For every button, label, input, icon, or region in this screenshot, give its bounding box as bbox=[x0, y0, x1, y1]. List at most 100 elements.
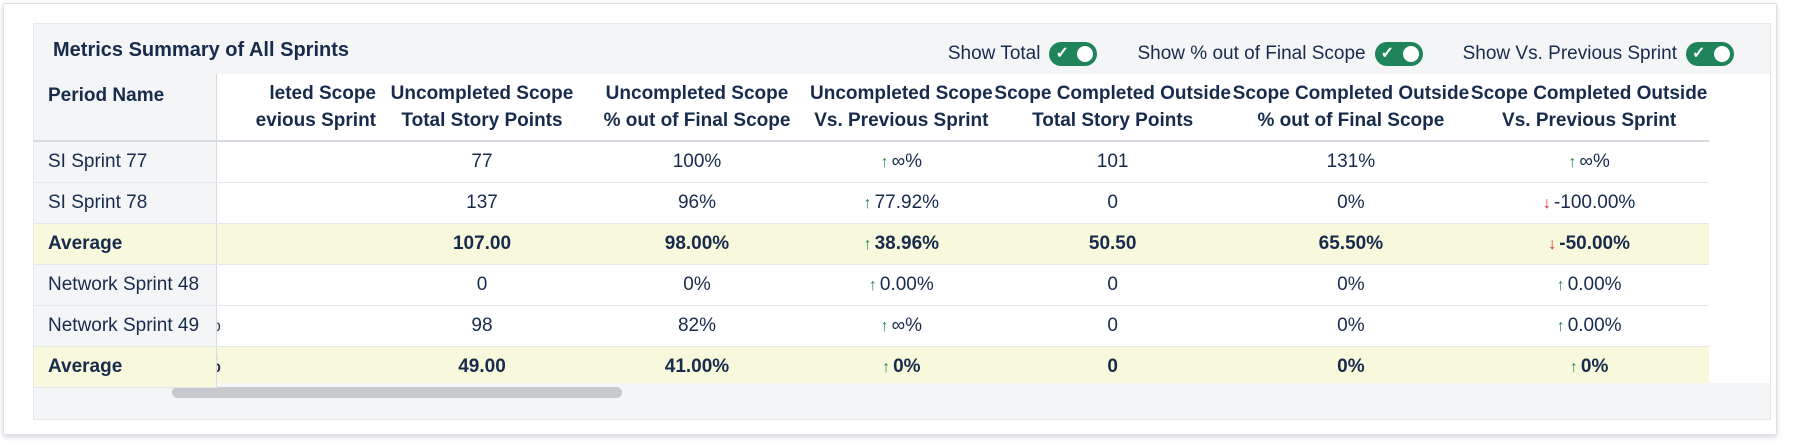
arrow-up-icon: ↑ bbox=[880, 154, 889, 171]
table-cell: 100% bbox=[584, 141, 810, 183]
table-cell: 0% bbox=[1232, 346, 1470, 388]
table-cell: 77 bbox=[380, 141, 584, 183]
table-cell: ↑0.00% bbox=[810, 264, 993, 306]
column-header-line2: Vs. Previous Sprint bbox=[814, 110, 989, 131]
column-header-line2: % out of Final Scope bbox=[603, 110, 791, 131]
column-header[interactable]: Scope Completed Outside % out of Final Sc… bbox=[1232, 74, 1470, 142]
check-icon: ✓ bbox=[1692, 45, 1706, 62]
table-cell: 0 bbox=[992, 346, 1233, 388]
arrow-up-icon: ↑ bbox=[863, 195, 872, 212]
column-header[interactable]: Uncompleted Scope Total Story Points bbox=[380, 74, 584, 142]
cell-value: ∞% bbox=[1579, 151, 1610, 172]
cell-value: 0 bbox=[1107, 192, 1118, 213]
table-cell: ↑0% bbox=[810, 346, 993, 388]
cell-value: 0% bbox=[1337, 356, 1365, 377]
check-icon: ✓ bbox=[1380, 45, 1395, 62]
panel-title: Metrics Summary of All Sprints bbox=[53, 39, 349, 61]
toggle-knob bbox=[1402, 46, 1419, 62]
column-header[interactable]: Scope Completed Outside Total Story Point… bbox=[992, 74, 1233, 142]
arrow-down-icon: ↓ bbox=[1548, 236, 1557, 253]
show-vs-previous-toggle[interactable]: ✓ bbox=[1686, 42, 1734, 66]
scrollbar-thumb[interactable] bbox=[172, 387, 622, 398]
cell-value: 77.92% bbox=[874, 192, 940, 213]
arrow-down-icon: ↓ bbox=[1542, 195, 1551, 212]
cell-value: 0 bbox=[1107, 356, 1118, 377]
cell-value: 100% bbox=[672, 151, 722, 172]
table-row: Network Sprint 48 bbox=[34, 264, 217, 306]
cell-value: 77 bbox=[471, 151, 493, 172]
table-row: SI Sprint 78 bbox=[34, 182, 217, 224]
table-cell: ↑ 77.92% bbox=[810, 182, 993, 224]
cell-value: 107.00 bbox=[452, 233, 512, 254]
table-row: SI Sprint 77 bbox=[34, 141, 217, 183]
show-percent-toggle[interactable]: ✓ bbox=[1374, 42, 1423, 66]
table-cell: 0 bbox=[992, 305, 1233, 347]
arrow-up-icon: ↑ bbox=[882, 359, 891, 376]
arrow-up-icon: ↑ bbox=[880, 318, 889, 335]
metrics-table-scroll-area[interactable]: leted Scope evious Sprint Uncompleted Scop… bbox=[34, 74, 1770, 401]
table-cell: ↑∞% bbox=[810, 141, 993, 183]
table-cell: ↑0% bbox=[1469, 346, 1710, 388]
arrow-up-icon: ↑ bbox=[1556, 318, 1565, 335]
table-row: Network Sprint 49 bbox=[34, 305, 217, 347]
arrow-up-icon: ↑ bbox=[1568, 154, 1577, 171]
check-icon: ✓ bbox=[1055, 45, 1069, 62]
column-header[interactable]: Scope Completed Outside Vs. Previous Spri… bbox=[1469, 74, 1710, 142]
table-cell: ↓ -50.00% bbox=[1469, 223, 1710, 265]
table-cell: 0 bbox=[992, 264, 1233, 306]
cell-value: 0.00% bbox=[1567, 274, 1622, 295]
average-row: ↑0%107.0098.00%↑38.96%50.5065.50%↓-50.00… bbox=[34, 223, 1710, 265]
column-header-line1: Scope Completed Outside bbox=[1470, 83, 1708, 104]
period-name-cell: Network Sprint 48 bbox=[34, 264, 217, 306]
cell-value: 50.50 bbox=[1088, 233, 1137, 254]
table-cell: 49.00 bbox=[380, 346, 584, 388]
cell-value: ∞% bbox=[891, 151, 923, 172]
cell-value: -100.00% bbox=[1553, 192, 1636, 213]
table-cell: 0 bbox=[992, 182, 1233, 224]
column-header-line1: leted Scope bbox=[269, 83, 376, 104]
cell-value: 101 bbox=[1096, 151, 1129, 172]
column-header-line2: Vs. Previous Sprint bbox=[1502, 110, 1677, 131]
cell-value: 0.00% bbox=[879, 274, 934, 295]
table-cell: 82% bbox=[584, 305, 810, 347]
table-cell: 98 bbox=[380, 305, 584, 347]
toggle-knob bbox=[1714, 46, 1730, 62]
table-cell: 65.50% bbox=[1232, 223, 1470, 265]
column-header[interactable]: Uncompleted Scope % out of Final Scope bbox=[584, 74, 810, 142]
horizontal-scrollbar[interactable] bbox=[34, 383, 1770, 401]
cell-value: 0.00% bbox=[1567, 315, 1622, 336]
metrics-summary-panel: Metrics Summary of All Sprints Show Tota… bbox=[33, 23, 1771, 420]
cell-value: 0% bbox=[893, 356, 921, 377]
cell-value: 98.00% bbox=[664, 233, 730, 254]
cell-value: 0 bbox=[476, 274, 488, 295]
cell-value: 38.96% bbox=[874, 233, 940, 254]
period-name-header: Period Name bbox=[34, 74, 217, 142]
table-cell: ↓ -100.00% bbox=[1469, 182, 1710, 224]
cell-value: 0 bbox=[1107, 274, 1118, 295]
cell-value: 0% bbox=[1580, 356, 1609, 377]
average-row: Average bbox=[34, 346, 217, 388]
period-name-cell: SI Sprint 78 bbox=[34, 182, 217, 224]
arrow-up-icon: ↑ bbox=[1569, 359, 1578, 376]
table-cell: 96% bbox=[584, 182, 810, 224]
column-header-line1: Uncompleted Scope bbox=[810, 83, 993, 104]
table-cell: 101 bbox=[992, 141, 1233, 183]
cell-value: 131% bbox=[1326, 151, 1376, 172]
cell-value: 49.00 bbox=[458, 356, 506, 377]
show-total-toggle[interactable]: ✓ bbox=[1049, 42, 1098, 66]
column-header-line2: % out of Final Scope bbox=[1257, 110, 1445, 131]
show-vs-previous-label: Show Vs. Previous Sprint bbox=[1462, 43, 1677, 64]
column-header[interactable]: Uncompleted Scope Vs. Previous Sprint bbox=[810, 74, 993, 142]
toggle-bar: Show Total ✓ Show % out of Final Scope ✓… bbox=[908, 42, 1734, 66]
table-cell: ↑∞% bbox=[810, 305, 993, 347]
cell-value: 98 bbox=[471, 315, 493, 336]
column-header-line2: evious Sprint bbox=[255, 110, 376, 131]
period-name-cell: Network Sprint 49 bbox=[34, 305, 217, 347]
cell-value: -50.00% bbox=[1559, 233, 1631, 254]
column-header-line1: Scope Completed Outside bbox=[994, 83, 1231, 104]
table-cell: 137 bbox=[380, 182, 584, 224]
arrow-up-icon: ↑ bbox=[863, 236, 872, 253]
